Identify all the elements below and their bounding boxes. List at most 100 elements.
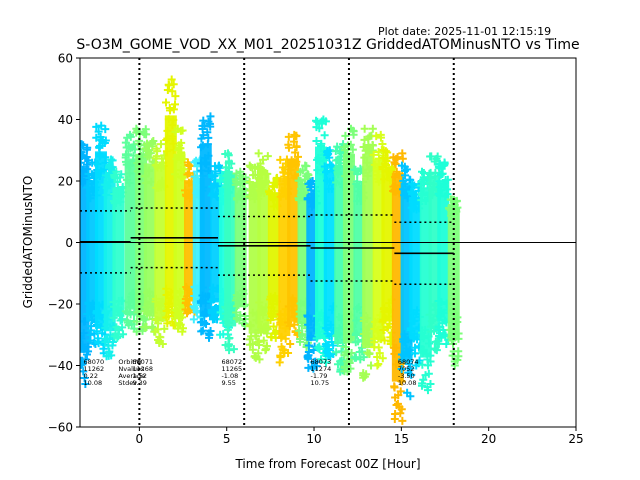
scatter-point [241, 300, 250, 309]
scatter-point [343, 141, 352, 150]
scatter-point [224, 334, 233, 343]
scatter-point [322, 176, 331, 185]
scatter-point [363, 158, 372, 167]
scatter-point [257, 181, 266, 190]
scatter-point [323, 151, 332, 160]
scatter-point [275, 358, 284, 367]
scatter-point [80, 329, 88, 338]
scatter-point [101, 334, 110, 343]
scatter-point [108, 341, 117, 350]
scatter-point [381, 154, 390, 163]
scatter-point [326, 352, 335, 361]
scatter-point [396, 409, 405, 418]
scatter-point [162, 136, 171, 145]
scatter-point [206, 326, 215, 335]
scatter-point [447, 211, 456, 220]
scatter-point [122, 316, 131, 325]
scatter-point [156, 305, 165, 314]
scatter-point [383, 323, 392, 332]
scatter-cluster [359, 124, 377, 382]
scatter-point [169, 115, 178, 124]
stats-value: 68071 [132, 358, 153, 366]
stats-value: 68074 [398, 358, 419, 366]
scatter-point [236, 189, 245, 198]
scatter-point [156, 140, 165, 149]
y-tick-label: −20 [48, 298, 73, 312]
scatter-point [448, 351, 457, 360]
scatter-cluster [80, 140, 93, 388]
scatter-point [185, 178, 194, 187]
scatter-core [257, 172, 270, 327]
scatter-point [378, 354, 387, 363]
scatter-point [304, 351, 313, 360]
scatter-point [437, 298, 446, 307]
scatter-point [436, 312, 445, 321]
scatter-point [207, 297, 216, 306]
scatter-point [418, 348, 427, 357]
scatter-point [101, 308, 110, 317]
scatter-point [80, 158, 85, 167]
scatter-point [308, 202, 317, 211]
scatter-point [343, 367, 352, 376]
scatter-point [399, 176, 408, 185]
scatter-core [154, 165, 167, 322]
stats-value: 11268 [132, 365, 153, 373]
scatter-point [82, 160, 91, 169]
scatter-point [255, 355, 264, 364]
scatter-point [276, 155, 285, 164]
scatter-point [317, 139, 326, 148]
scatter-point [182, 192, 191, 201]
scatter-point [409, 309, 418, 318]
y-axis-label: GriddedATOMinusNTO [21, 176, 35, 309]
scatter-cluster [406, 180, 425, 370]
scatter-point [176, 309, 185, 318]
scatter-point [86, 194, 95, 203]
scatter-point [174, 141, 183, 150]
scatter-point [245, 335, 254, 344]
scatter-point [401, 334, 410, 343]
stats-value: 68073 [311, 358, 332, 366]
scatter-point [80, 334, 86, 343]
stats-value: -1.08 [221, 372, 238, 380]
scatter-point [341, 131, 350, 140]
scatter-point [334, 161, 343, 170]
scatter-point [168, 132, 177, 141]
scatter-point [82, 153, 91, 162]
scatter-point [340, 143, 349, 152]
scatter-point [177, 149, 186, 158]
scatter-point [197, 327, 206, 336]
scatter-point [204, 133, 213, 142]
scatter-point [106, 162, 115, 171]
scatter-point [204, 151, 213, 160]
scatter-point [80, 177, 86, 186]
scatter-point [86, 336, 95, 345]
scatter-point [295, 307, 304, 316]
scatter-point [125, 169, 134, 178]
scatter-point [407, 187, 416, 196]
scatter-point [351, 353, 360, 362]
scatter-point [111, 329, 120, 338]
stats-value: -1.79 [311, 372, 328, 380]
scatter-point [94, 127, 103, 136]
scatter-point [362, 329, 371, 338]
scatter-point [306, 317, 315, 326]
scatter-point [411, 349, 420, 358]
stats-value: 9.55 [221, 379, 235, 387]
scatter-point [223, 312, 232, 321]
scatter-point [430, 157, 439, 166]
scatter-point [111, 173, 120, 182]
scatter-point [423, 386, 432, 395]
scatter-point [171, 100, 180, 109]
scatter-point [371, 317, 380, 326]
y-tick-label: 40 [58, 113, 73, 127]
scatter-point [107, 166, 116, 175]
scatter-point [211, 310, 220, 319]
scatter-point [398, 154, 407, 163]
scatter-point [421, 371, 430, 380]
scatter-point [221, 341, 230, 350]
y-tick-label: 60 [58, 52, 73, 66]
scatter-cluster [284, 130, 303, 348]
scatter-point [143, 288, 152, 297]
scatter-point [360, 153, 369, 162]
scatter-point [317, 355, 326, 364]
